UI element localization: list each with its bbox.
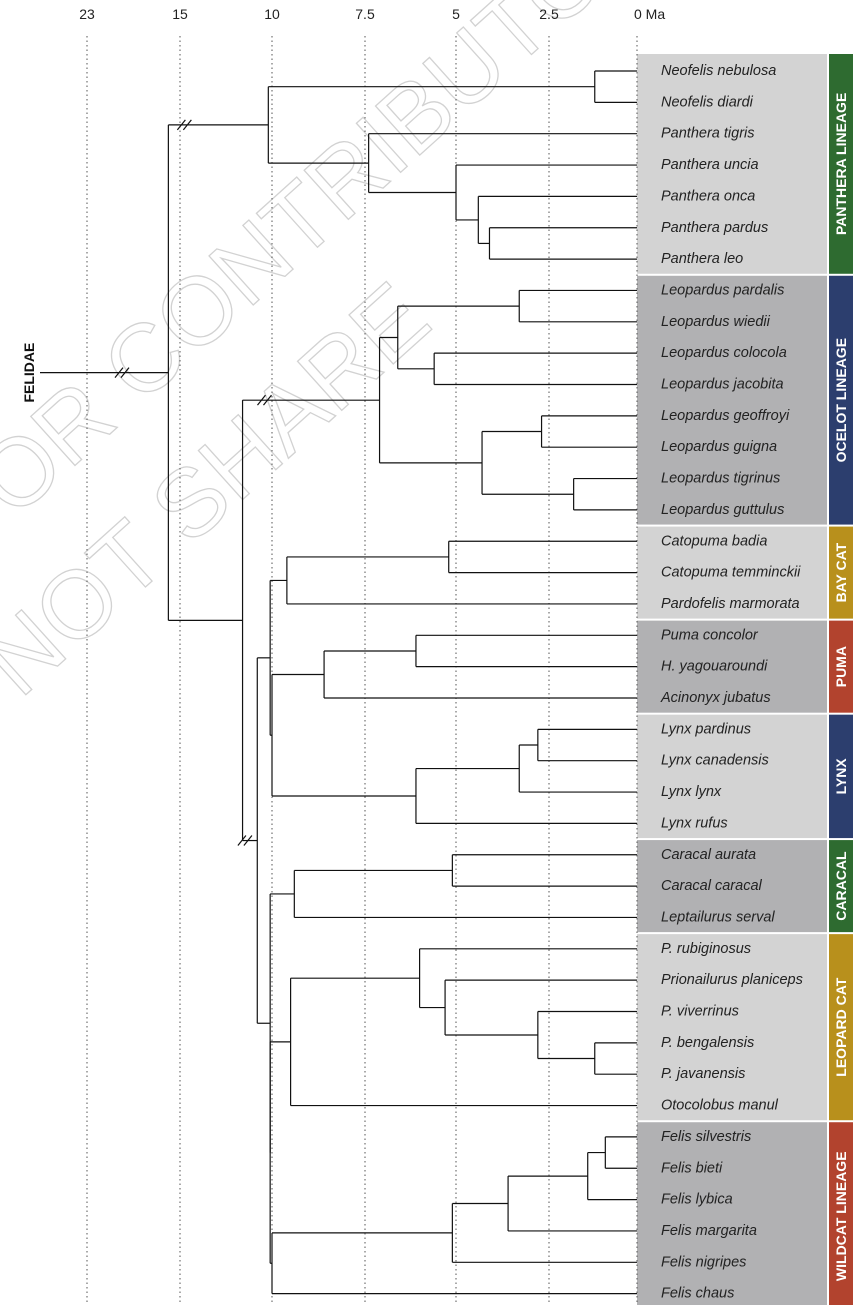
taxon-label: Felis chaus bbox=[661, 1286, 734, 1302]
lineage-band-puma bbox=[637, 620, 827, 713]
taxon-label: Leopardus colocola bbox=[661, 345, 787, 361]
lineage-label-lynx: LYNX bbox=[833, 758, 849, 795]
taxon-label: Leopardus tigrinus bbox=[661, 471, 780, 487]
time-tick-label: 2.5 bbox=[539, 6, 559, 22]
taxon-label: Panthera pardus bbox=[661, 220, 768, 236]
lineage-band-leopard-cat bbox=[637, 934, 827, 1121]
lineage-strips: PANTHERA LINEAGE OCELOT LINEAGE BAY CAT PUM… bbox=[829, 54, 853, 1305]
taxon-label: Leopardus wiedii bbox=[661, 314, 771, 330]
time-tick-label: 15 bbox=[172, 6, 188, 22]
taxon-label: Pardofelis marmorata bbox=[661, 596, 800, 612]
taxon-label: Catopuma badia bbox=[661, 533, 767, 549]
axis-break-mark bbox=[237, 835, 247, 846]
lineage-label-panthera-lineage: PANTHERA LINEAGE bbox=[833, 93, 849, 235]
taxon-label: H. yagouaroundi bbox=[661, 659, 768, 675]
taxon-label: Caracal caracal bbox=[661, 878, 763, 894]
lineage-band-bay-cat bbox=[637, 526, 827, 619]
taxon-label: Catopuma temminckii bbox=[661, 565, 801, 581]
time-tick-label: 10 bbox=[264, 6, 280, 22]
lineage-strip-wildcat-lineage bbox=[829, 1122, 853, 1305]
taxon-label: P. bengalensis bbox=[661, 1035, 754, 1051]
taxon-label: P. viverrinus bbox=[661, 1004, 739, 1020]
lineage-band-ocelot-lineage bbox=[637, 275, 827, 525]
lineage-label-ocelot-lineage: OCELOT LINEAGE bbox=[833, 338, 849, 462]
taxon-label: Felis nigripes bbox=[661, 1254, 746, 1270]
lineage-band-panthera-lineage bbox=[637, 54, 827, 274]
lineage-strip-leopard-cat bbox=[829, 934, 853, 1121]
taxon-label: Panthera onca bbox=[661, 188, 755, 204]
taxon-label: Panthera leo bbox=[661, 251, 743, 267]
taxon-label: Neofelis diardi bbox=[661, 94, 754, 110]
lineage-strip-caracal bbox=[829, 840, 853, 933]
taxon-label: Leopardus geoffroyi bbox=[661, 408, 790, 424]
taxon-label: Felis lybica bbox=[661, 1192, 733, 1208]
lineage-strip-puma bbox=[829, 620, 853, 713]
axis-break-mark bbox=[257, 394, 266, 406]
taxon-label: P. rubiginosus bbox=[661, 941, 751, 957]
lineage-strip-ocelot-lineage bbox=[829, 275, 853, 525]
axis-break-mark bbox=[263, 394, 272, 406]
lineage-band-lynx bbox=[637, 714, 827, 839]
axis-break-mark bbox=[176, 119, 186, 131]
taxon-label: Caracal aurata bbox=[661, 847, 756, 863]
tree-branches bbox=[40, 70, 637, 1295]
time-tick-label: 0 Ma bbox=[634, 6, 665, 22]
time-gridlines bbox=[86, 36, 638, 1305]
time-axis: 23 15 10 7.5 5 2.5 0 Ma bbox=[79, 6, 665, 22]
lineage-label-leopard-cat: LEOPARD CAT bbox=[833, 977, 849, 1076]
taxon-label: Otocolobus manul bbox=[661, 1098, 779, 1114]
taxon-label: Neofelis nebulosa bbox=[661, 63, 776, 79]
axis-break-mark bbox=[243, 835, 253, 846]
lineage-bands bbox=[637, 54, 827, 1305]
taxon-labels: Neofelis nebulosa Neofelis diardi Panthera… bbox=[660, 63, 803, 1302]
lineage-label-caracal: CARACAL bbox=[833, 851, 849, 921]
time-tick-label: 23 bbox=[79, 6, 95, 22]
axis-break-mark bbox=[120, 367, 130, 378]
lineage-band-wildcat-lineage bbox=[637, 1122, 827, 1305]
taxon-label: Leptailurus serval bbox=[661, 909, 775, 925]
lineage-strip-lynx bbox=[829, 714, 853, 839]
taxon-label: Panthera uncia bbox=[661, 157, 759, 173]
time-tick-label: 7.5 bbox=[355, 6, 375, 22]
taxon-label: Leopardus guigna bbox=[661, 439, 777, 455]
taxon-label: Leopardus jacobita bbox=[661, 377, 784, 393]
lineage-band-caracal bbox=[637, 840, 827, 933]
taxon-label: Panthera tigris bbox=[661, 126, 755, 142]
taxon-label: Felis bieti bbox=[661, 1160, 723, 1176]
taxon-label: Lynx lynx bbox=[661, 784, 722, 800]
taxon-label: Puma concolor bbox=[661, 627, 759, 643]
taxon-label: P. javanensis bbox=[661, 1066, 745, 1082]
time-tick-label: 5 bbox=[452, 6, 460, 22]
taxon-label: Lynx canadensis bbox=[661, 753, 769, 769]
lineage-label-puma: PUMA bbox=[833, 646, 849, 687]
taxon-label: Leopardus pardalis bbox=[661, 282, 784, 298]
taxon-label: Lynx pardinus bbox=[661, 721, 751, 737]
lineage-label-wildcat-lineage: WILDCAT LINEAGE bbox=[833, 1151, 849, 1281]
taxon-label: Felis margarita bbox=[661, 1223, 757, 1239]
lineage-label-bay-cat: BAY CAT bbox=[833, 542, 849, 602]
taxon-label: Felis silvestris bbox=[661, 1129, 751, 1145]
taxon-label: Lynx rufus bbox=[661, 815, 728, 831]
taxon-label: Prionailurus planiceps bbox=[661, 972, 803, 988]
taxon-label: Leopardus guttulus bbox=[661, 502, 784, 518]
taxon-label: Acinonyx jubatus bbox=[660, 690, 771, 706]
lineage-strip-bay-cat bbox=[829, 526, 853, 619]
axis-break-mark bbox=[114, 367, 124, 378]
lineage-strip-panthera-lineage bbox=[829, 54, 853, 274]
root-label-felidae: FELIDAE bbox=[21, 343, 37, 403]
axis-break-mark bbox=[182, 119, 192, 131]
